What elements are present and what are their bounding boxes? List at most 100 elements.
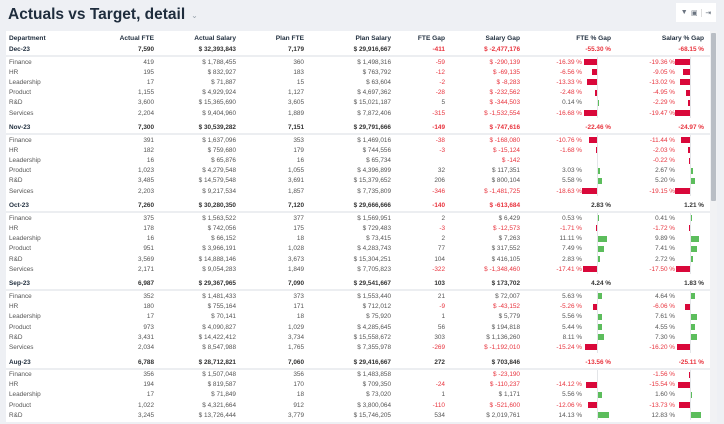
cell-salary-pct-gap: -2.29 % — [611, 97, 704, 108]
table-row[interactable]: Finance 356 $ 1,507,048 356 $ 1,483,858 $ -23… — [6, 369, 710, 380]
vertical-scrollbar[interactable] — [710, 31, 717, 422]
column-header-actual-salary[interactable]: Actual Salary — [194, 34, 236, 42]
cell-plan-salary: $ 4,697,362 — [304, 88, 391, 98]
table-row[interactable]: Product 1,155 $ 4,929,924 1,127 $ 4,697,362 -… — [6, 87, 710, 98]
cell-fte-gap — [391, 370, 445, 380]
table-row[interactable]: Finance 419 $ 1,788,455 360 $ 1,498,316 -59 $ … — [6, 57, 710, 68]
table-row[interactable]: Services 2,203 $ 9,217,534 1,857 $ 7,735,809… — [6, 186, 710, 197]
table-row[interactable]: HR 194 $ 819,587 170 $ 709,350 -24 $ -110,237 -… — [6, 379, 710, 390]
detail-table: Department Actual FTE Actual Salary Plan… — [6, 31, 710, 422]
cell-salary-pct-gap: 1.21 % — [684, 202, 704, 210]
column-header-actual-fte[interactable]: Actual FTE — [119, 34, 154, 42]
column-header-fte-gap[interactable]: FTE Gap — [417, 34, 445, 42]
bar-axis — [597, 332, 598, 343]
salary-pct-gap-value: -16.20 % — [649, 343, 675, 351]
salary-pct-gap-bar — [688, 371, 690, 378]
group-spacer — [6, 420, 710, 422]
actual-salary-value: $ 3,966,191 — [202, 245, 236, 253]
table-row[interactable]: Product 1,022 $ 4,321,664 912 $ 3,800,064 -11… — [6, 400, 710, 411]
table-row[interactable]: Leadership 17 $ 71,849 18 $ 73,020 1 $ 1,171 5.… — [6, 389, 710, 401]
fte-pct-gap-value: -13.33 % — [556, 78, 582, 86]
cell-salary-gap: $ 416,105 — [445, 254, 520, 264]
bar-axis — [690, 369, 691, 380]
actual-fte-value: 194 — [143, 381, 154, 389]
cell-plan-fte: 1,127 — [236, 88, 304, 98]
table-row[interactable]: Finance 352 $ 1,481,433 373 $ 1,553,440 21 $ 7… — [6, 291, 710, 302]
column-header-salary-gap[interactable]: Salary Gap — [485, 34, 520, 42]
cell-salary-pct-gap: -19.15 % — [611, 186, 704, 197]
fte-gap-value: 21 — [437, 292, 445, 300]
cell-department: R&D — [9, 333, 23, 341]
bar-axis — [690, 291, 691, 302]
table-row[interactable]: Leadership 17 $ 70,141 18 $ 75,920 1 $ 5,779 5.… — [6, 311, 710, 322]
table-row[interactable]: HR 182 $ 759,680 179 $ 744,556 -3 $ -15,124 -1.… — [6, 145, 710, 156]
table-row[interactable]: Leadership 17 $ 71,887 15 $ 63,604 -2 $ -8,283… — [6, 77, 710, 88]
table-row[interactable]: R&D 3,431 $ 14,422,412 3,734 $ 15,558,672 303… — [6, 332, 710, 343]
table-row[interactable]: Services 2,171 $ 9,054,283 1,849 $ 7,705,823… — [6, 264, 710, 275]
table-row[interactable]: R&D 3,245 $ 13,726,444 3,779 $ 15,746,205 534… — [6, 410, 710, 421]
column-header-salary-pct-gap[interactable]: Salary % Gap — [661, 34, 704, 42]
plan-salary-value: $ 15,558,672 — [353, 333, 391, 341]
bar-axis — [597, 233, 598, 244]
cell-plan-salary: $ 4,283,743 — [304, 244, 391, 254]
filter-icon[interactable]: ▼ — [680, 9, 688, 16]
table-row[interactable]: Leadership 16 $ 65,876 16 $ 65,734 $ -142 -0.2… — [6, 155, 710, 166]
cell-plan-salary: $ 63,604 — [304, 77, 391, 87]
column-header-fte-pct-gap[interactable]: FTE % Gap — [576, 34, 611, 42]
cell-plan-salary: $ 15,558,672 — [304, 332, 391, 342]
table-row[interactable]: HR 180 $ 755,164 171 $ 712,012 -9 $ -43,152 -5.… — [6, 301, 710, 312]
fte-pct-gap-bar-area — [583, 155, 611, 166]
cell-plan-fte: 171 — [236, 302, 304, 312]
table-row[interactable]: HR 195 $ 832,927 183 $ 763,792 -12 $ -69,135 -6… — [6, 67, 710, 78]
scrollbar-thumb[interactable] — [711, 33, 716, 201]
table-row[interactable]: Product 973 $ 4,090,827 1,029 $ 4,285,645 56 $… — [6, 321, 710, 333]
table-row[interactable]: Finance 375 $ 1,563,522 377 $ 1,569,951 2 $ 6,… — [6, 213, 710, 224]
plan-fte-value: 15 — [296, 78, 304, 86]
salary-pct-gap-bar — [679, 79, 690, 86]
cell-fte-gap: -3 — [391, 223, 445, 233]
plan-salary-value: $ 729,483 — [362, 225, 391, 233]
plan-fte-value: 1,028 — [288, 245, 304, 253]
actual-fte-value: 973 — [143, 323, 154, 331]
table-row[interactable]: Services 2,034 $ 8,547,988 1,765 $ 7,355,978… — [6, 342, 710, 353]
group-row[interactable]: Oct-23 7,260 $ 30,280,350 7,120 $ 29,666,666… — [6, 200, 710, 214]
salary-gap-value: $ -23,190 — [492, 371, 520, 379]
salary-gap-value: $ 194,818 — [491, 323, 520, 331]
plan-fte-value: 18 — [296, 235, 304, 243]
cell-actual-fte: 973 — [100, 322, 154, 332]
table-row[interactable]: Finance 391 $ 1,637,096 353 $ 1,469,016 -38 $ … — [6, 135, 710, 146]
group-row[interactable]: Aug-23 6,788 $ 28,712,821 7,060 $ 29,416,667… — [6, 357, 710, 370]
fte-pct-gap-value: -16.39 % — [556, 58, 582, 66]
cell-fte-gap: -346 — [391, 186, 445, 196]
export-icon[interactable]: ⇥ — [705, 9, 712, 17]
column-header-plan-fte[interactable]: Plan FTE — [275, 34, 304, 42]
fte-pct-gap-bar — [595, 147, 597, 154]
group-row[interactable]: Sep-23 6,987 $ 29,367,965 7,090 $ 29,541,667… — [6, 278, 710, 292]
cell-actual-fte: 17 — [100, 312, 154, 322]
fte-pct-gap-value: 11.11 % — [559, 235, 582, 243]
cell-plan-fte: 1,849 — [236, 264, 304, 274]
table-row[interactable]: R&D 3,569 $ 14,888,146 3,673 $ 15,304,251 104… — [6, 254, 710, 265]
table-row[interactable]: R&D 3,600 $ 15,365,690 3,605 $ 15,021,187 5 $ … — [6, 97, 710, 108]
cell-plan-fte: 15 — [236, 77, 304, 87]
group-period: Sep-23 — [9, 280, 30, 288]
table-row[interactable]: HR 178 $ 742,056 175 $ 729,483 -3 $ -12,573 -1.… — [6, 223, 710, 234]
table-row[interactable]: Product 951 $ 3,966,191 1,028 $ 4,283,743 77 $… — [6, 243, 710, 254]
group-row[interactable]: Nov-23 7,300 $ 30,539,282 7,151 $ 29,791,666… — [6, 122, 710, 136]
table-row[interactable]: Product 1,023 $ 4,279,548 1,055 $ 4,396,899 3… — [6, 165, 710, 176]
actual-fte-value: 180 — [143, 303, 154, 311]
table-row[interactable]: R&D 3,485 $ 14,579,548 3,691 $ 15,379,652 206… — [6, 175, 710, 187]
plan-salary-value: $ 4,697,362 — [357, 89, 391, 97]
cell-fte-gap: -269 — [391, 342, 445, 352]
column-header-department[interactable]: Department — [9, 34, 46, 42]
group-row[interactable]: Dec-23 7,590 $ 32,393,843 7,179 $ 29,916,667… — [6, 44, 710, 57]
fte-pct-gap-value: -12.06 % — [556, 401, 582, 409]
comment-icon[interactable]: ▣ — [691, 9, 698, 17]
table-row[interactable]: Services 2,204 $ 9,404,960 1,889 $ 7,872,406… — [6, 107, 710, 119]
chevron-down-icon[interactable]: ⌄ — [191, 10, 198, 20]
cell-actual-fte: 3,431 — [100, 332, 154, 342]
cell-salary-gap: $ -1,348,460 — [445, 264, 520, 274]
column-header-plan-salary[interactable]: Plan Salary — [355, 34, 391, 42]
table-row[interactable]: Leadership 16 $ 66,152 18 $ 73,415 2 $ 7,263 11… — [6, 233, 710, 244]
salary-pct-gap-value: 7.30 % — [655, 333, 675, 341]
